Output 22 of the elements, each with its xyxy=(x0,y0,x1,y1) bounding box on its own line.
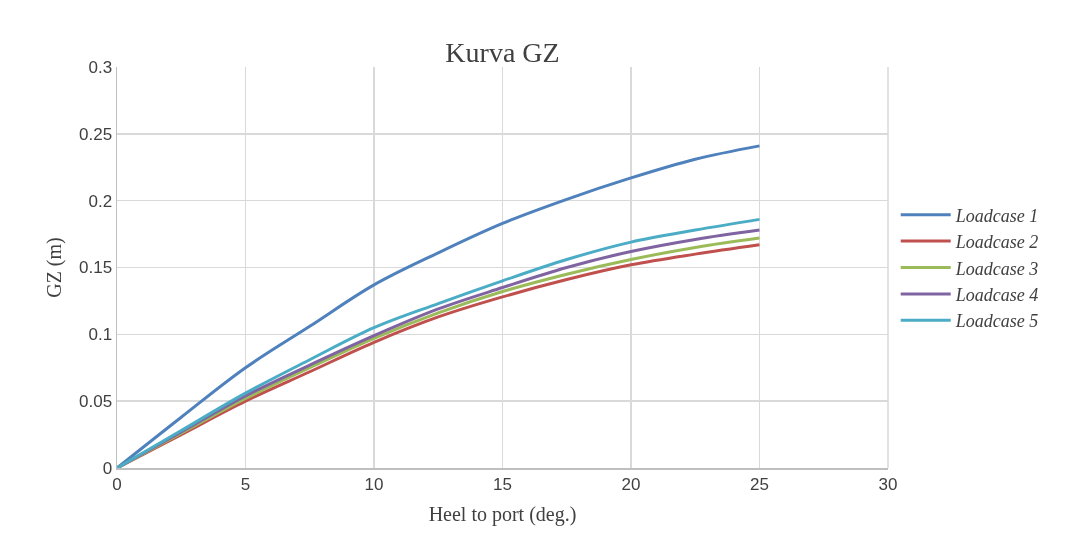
x-axis-title: Heel to port (deg.) xyxy=(428,503,577,527)
y-axis-title: GZ (m) xyxy=(42,237,66,298)
line-series xyxy=(117,144,761,468)
x-tick-label: 20 xyxy=(621,474,641,494)
x-tick-label: 5 xyxy=(240,474,251,494)
legend-label: Loadcase 3 xyxy=(954,258,1039,279)
y-tick-label: 0 xyxy=(102,458,113,478)
y-tick-label: 0.15 xyxy=(79,258,113,278)
y-tick-label: 0.1 xyxy=(88,325,113,345)
y-tick-label: 0.05 xyxy=(79,392,113,412)
x-tick-label: 10 xyxy=(364,474,384,494)
x-tick-label: 25 xyxy=(750,474,769,494)
legend-label: Loadcase 2 xyxy=(954,232,1039,253)
y-tick-label: 0.25 xyxy=(79,124,113,144)
x-tick-label: 30 xyxy=(878,474,898,494)
legend-label: Loadcase 4 xyxy=(954,284,1039,305)
legend-label: Loadcase 1 xyxy=(954,205,1039,226)
y-tick-label: 0.3 xyxy=(88,57,113,77)
chart-title: Kurva GZ xyxy=(445,37,560,69)
y-tick-label: 0.2 xyxy=(88,191,113,211)
legend-label: Loadcase 5 xyxy=(954,311,1039,332)
x-tick-label: 15 xyxy=(493,474,512,494)
